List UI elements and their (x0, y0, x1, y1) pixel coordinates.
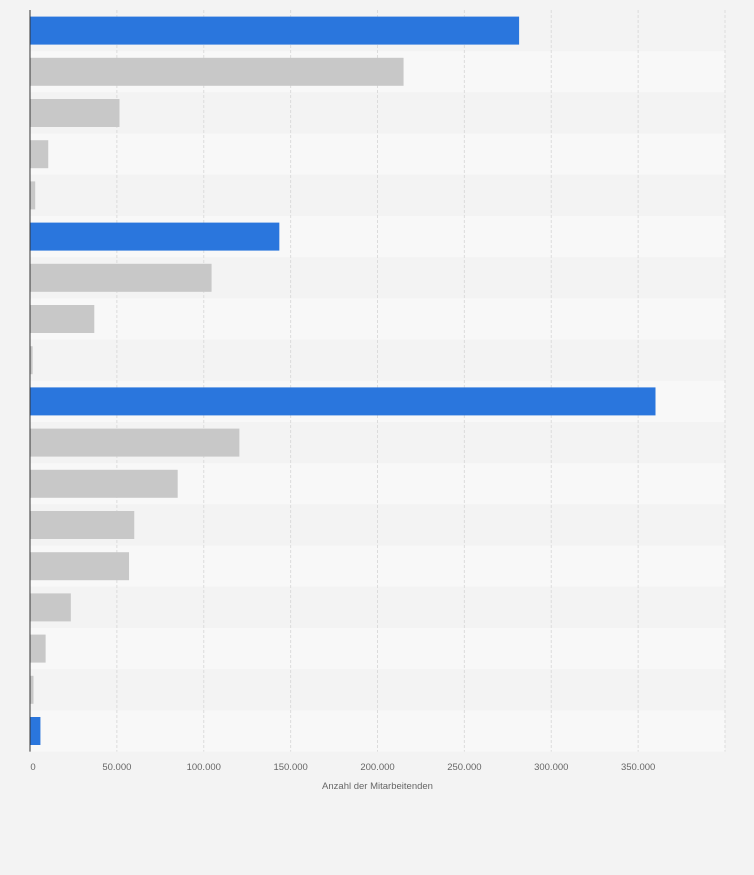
bar[interactable] (30, 717, 41, 745)
bar[interactable] (30, 346, 33, 375)
x-tick-label: 100.000 (187, 762, 221, 773)
bar[interactable] (30, 387, 656, 416)
x-tick-label: 300.000 (534, 762, 568, 773)
x-tick-label: 350.000 (621, 762, 655, 773)
bars (30, 16, 656, 745)
x-tick-label: 200.000 (360, 762, 394, 773)
row-band (30, 628, 725, 670)
bar[interactable] (30, 511, 135, 539)
bar[interactable] (30, 99, 120, 127)
x-tick-label: 250.000 (447, 762, 481, 773)
bar[interactable] (30, 305, 95, 333)
x-tick-labels: 0 50.000 100.000 150.000 200.000 250.000 300.0… (30, 762, 655, 773)
x-tick-label: 50.000 (102, 762, 131, 773)
bar[interactable] (30, 552, 130, 581)
bar[interactable] (30, 140, 49, 169)
bar[interactable] (30, 263, 212, 292)
bar[interactable] (30, 16, 520, 45)
bar[interactable] (30, 181, 36, 210)
bar[interactable] (30, 634, 46, 663)
bar[interactable] (30, 57, 404, 86)
bar[interactable] (30, 469, 178, 498)
bar[interactable] (30, 593, 71, 622)
bar[interactable] (30, 675, 34, 704)
x-tick-label: 0 (30, 762, 35, 773)
x-tick-label: 150.000 (273, 762, 307, 773)
x-axis-title: Anzahl der Mitarbeitenden (322, 781, 433, 792)
bar[interactable] (30, 222, 280, 251)
gridlines (116, 10, 726, 752)
bar[interactable] (30, 428, 240, 457)
row-band (30, 133, 725, 175)
row-band (30, 298, 725, 340)
